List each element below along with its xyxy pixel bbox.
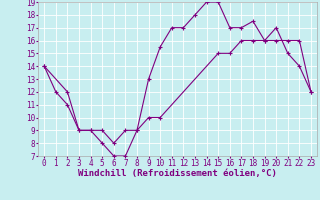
X-axis label: Windchill (Refroidissement éolien,°C): Windchill (Refroidissement éolien,°C) xyxy=(78,169,277,178)
